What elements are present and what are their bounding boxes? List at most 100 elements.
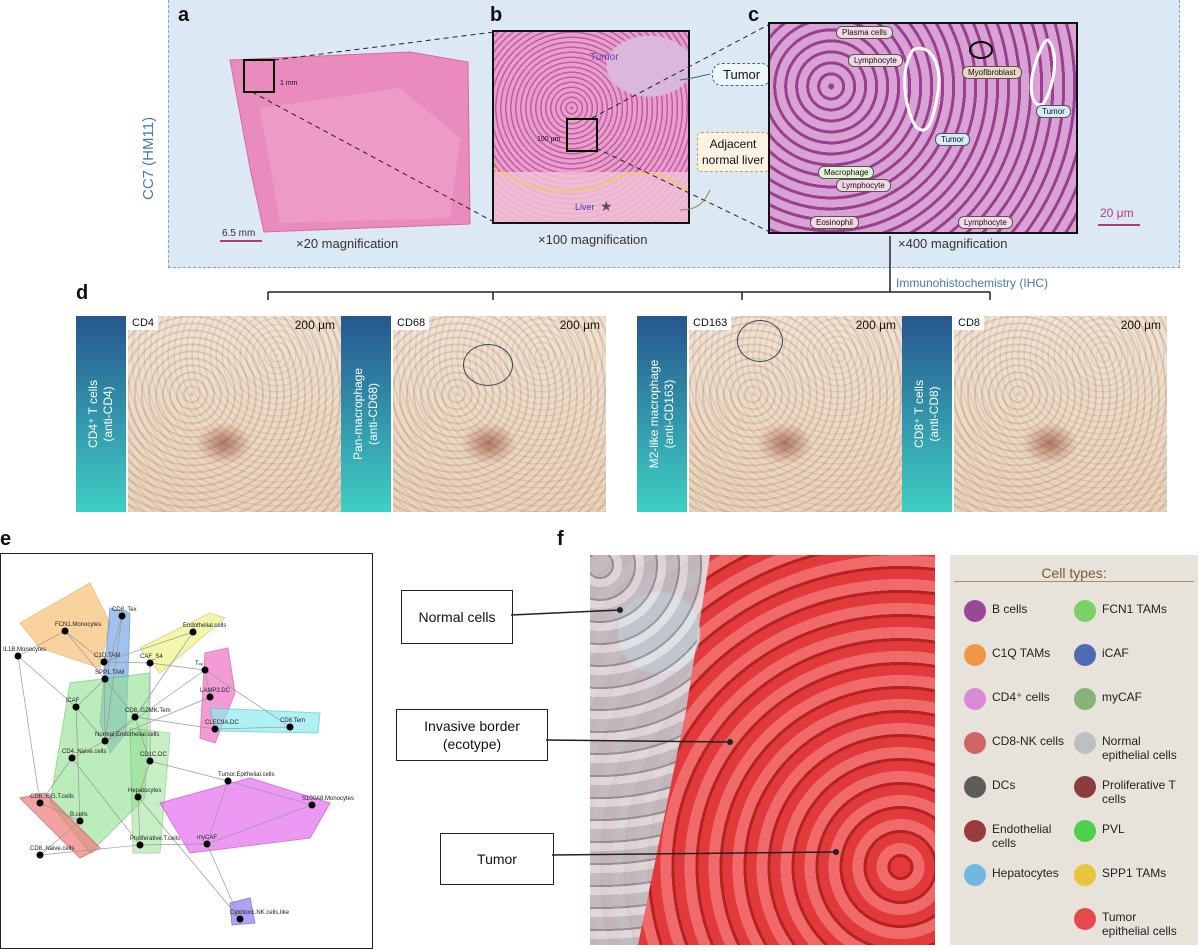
- network-node: [131, 713, 139, 721]
- panel-c-scale: 20 μm: [1100, 206, 1134, 220]
- legend-divider: [954, 581, 1194, 582]
- cell-type-label: iCAF: [1102, 646, 1129, 660]
- label-eosinophil: Eosinophil: [810, 216, 859, 229]
- cell-type-icon: [1074, 908, 1096, 930]
- tumor-box: Tumor: [440, 833, 554, 885]
- network-node: [224, 777, 232, 785]
- cell-type-icon: [1074, 732, 1096, 754]
- network-edge: [64, 630, 105, 663]
- network-node-label: FCN1.Monocytes: [55, 622, 101, 628]
- network-edge: [227, 780, 313, 806]
- network-node-label: CD4..Naive.cells: [62, 749, 106, 755]
- cell-type-label: Endothelial cells: [992, 822, 1052, 850]
- network-node: [236, 915, 244, 923]
- network-edge: [134, 716, 216, 730]
- network-node-label: CLEC9A.DC: [205, 720, 239, 726]
- network-edge: [104, 615, 123, 680]
- label-tumor-center: Tumor: [935, 133, 970, 146]
- network-node-label: CD1C.DC: [140, 752, 167, 758]
- network-node: [211, 725, 219, 733]
- panel-e-label: e: [0, 528, 12, 550]
- network-edge: [137, 796, 241, 920]
- network-node: [286, 723, 294, 731]
- network-edge: [39, 820, 81, 856]
- label-plasma-cells: Plasma cells: [836, 26, 893, 39]
- network-edge: [103, 661, 151, 664]
- network-edge: [103, 631, 194, 663]
- panel-a-scale: 6.5 mm: [222, 228, 256, 239]
- cell-type-label: FCN1 TAMs: [1102, 602, 1167, 616]
- panel-b-label: b: [490, 4, 503, 26]
- panel-a-scalebar: [220, 240, 262, 242]
- network-node-label: LAMP3.DC: [200, 688, 231, 694]
- network-edge: [75, 678, 106, 708]
- network-node: [72, 703, 80, 711]
- network-edge: [206, 780, 229, 845]
- cell-type-icon: [1074, 776, 1096, 798]
- panel-b-border-line: [493, 167, 689, 193]
- network-edge: [104, 716, 136, 742]
- network-node: [100, 658, 108, 666]
- cell-type-label: Hepatocytes: [992, 866, 1059, 880]
- tumor-callout-box: Tumor: [712, 63, 772, 86]
- invasive-border-box: Invasive border (ecotype): [396, 709, 548, 761]
- network-node-label: iCAF: [66, 698, 80, 704]
- adjacent-normal-liver-box: Adjacent normal liver: [697, 132, 769, 172]
- network-node-label: Tₑₑ: [195, 661, 204, 667]
- cell-type-icon: [1074, 600, 1096, 622]
- cell-type-icon: [964, 864, 986, 886]
- normal-cells-box: Normal cells: [401, 590, 513, 644]
- ihc-cd8-scale: 200 μm: [1120, 318, 1161, 332]
- network-node-label: CD8..GZMK.Tem: [125, 708, 171, 714]
- ihc-cd8: CD8⁺ T cells (anti-CD8) CD8 200 μm: [902, 316, 1167, 512]
- network-node-label: Normal.Endothelial.cells: [95, 732, 159, 738]
- network-node: [136, 841, 144, 849]
- network-node: [189, 628, 197, 636]
- network-node: [61, 627, 69, 635]
- ecotype-network: FCN1.Monocytes CD8..Tex IL1B.Monocytes Endo…: [3, 582, 354, 926]
- cell-type-icon: [964, 776, 986, 798]
- network-node: [203, 840, 211, 848]
- panel-c-image: [768, 22, 1078, 234]
- network-node: [206, 693, 214, 701]
- cell-type-icon: [964, 644, 986, 666]
- cell-type-icon: [964, 732, 986, 754]
- label-macrophage: Macrophage: [818, 166, 875, 179]
- network-edge: [75, 706, 106, 742]
- network-edge: [39, 844, 141, 856]
- network-node-label: Proliferative.T.cells: [130, 836, 180, 842]
- network-edge: [206, 843, 241, 920]
- network-node: [134, 793, 142, 801]
- network-node-label: Hepatocytes: [128, 788, 161, 794]
- ihc-cd8-code: CD8: [954, 316, 985, 330]
- panel-b-tumor-label: Tumor: [590, 52, 619, 63]
- cell-type-icon: [1074, 820, 1096, 842]
- network-node: [201, 666, 209, 674]
- network-node-label: SPP1.TAM: [95, 670, 124, 676]
- network-edge: [104, 678, 136, 718]
- ihc-cd163-code: CD163: [689, 316, 732, 330]
- panel-f-label: f: [557, 528, 564, 550]
- network-node: [308, 801, 316, 809]
- network-node-label: CD8..Naive.cells: [30, 846, 74, 852]
- cell-type-icon: [1074, 864, 1096, 886]
- network-node: [36, 851, 44, 859]
- network-node: [146, 659, 154, 667]
- panel-c-scalebar: [1098, 224, 1140, 226]
- cell-type-label: CD4⁺ cells: [992, 690, 1050, 704]
- network-edge: [71, 757, 141, 846]
- label-lymphocyte-1: Lymphocyte: [848, 54, 903, 67]
- network-edge: [137, 796, 141, 846]
- network-edge: [104, 615, 123, 742]
- network-edge: [149, 760, 229, 782]
- network-node: [14, 652, 22, 660]
- cell-type-icon: [1074, 644, 1096, 666]
- network-edge: [134, 716, 151, 762]
- network-node-label: B.cells: [70, 812, 88, 818]
- label-lymphocyte-2: Lymphocyte: [836, 179, 891, 192]
- network-node-label: CAF_S4: [140, 654, 163, 660]
- star-icon: ★: [600, 198, 613, 214]
- network-edge: [204, 669, 291, 728]
- ihc-cd163-scale: 200 μm: [855, 318, 896, 332]
